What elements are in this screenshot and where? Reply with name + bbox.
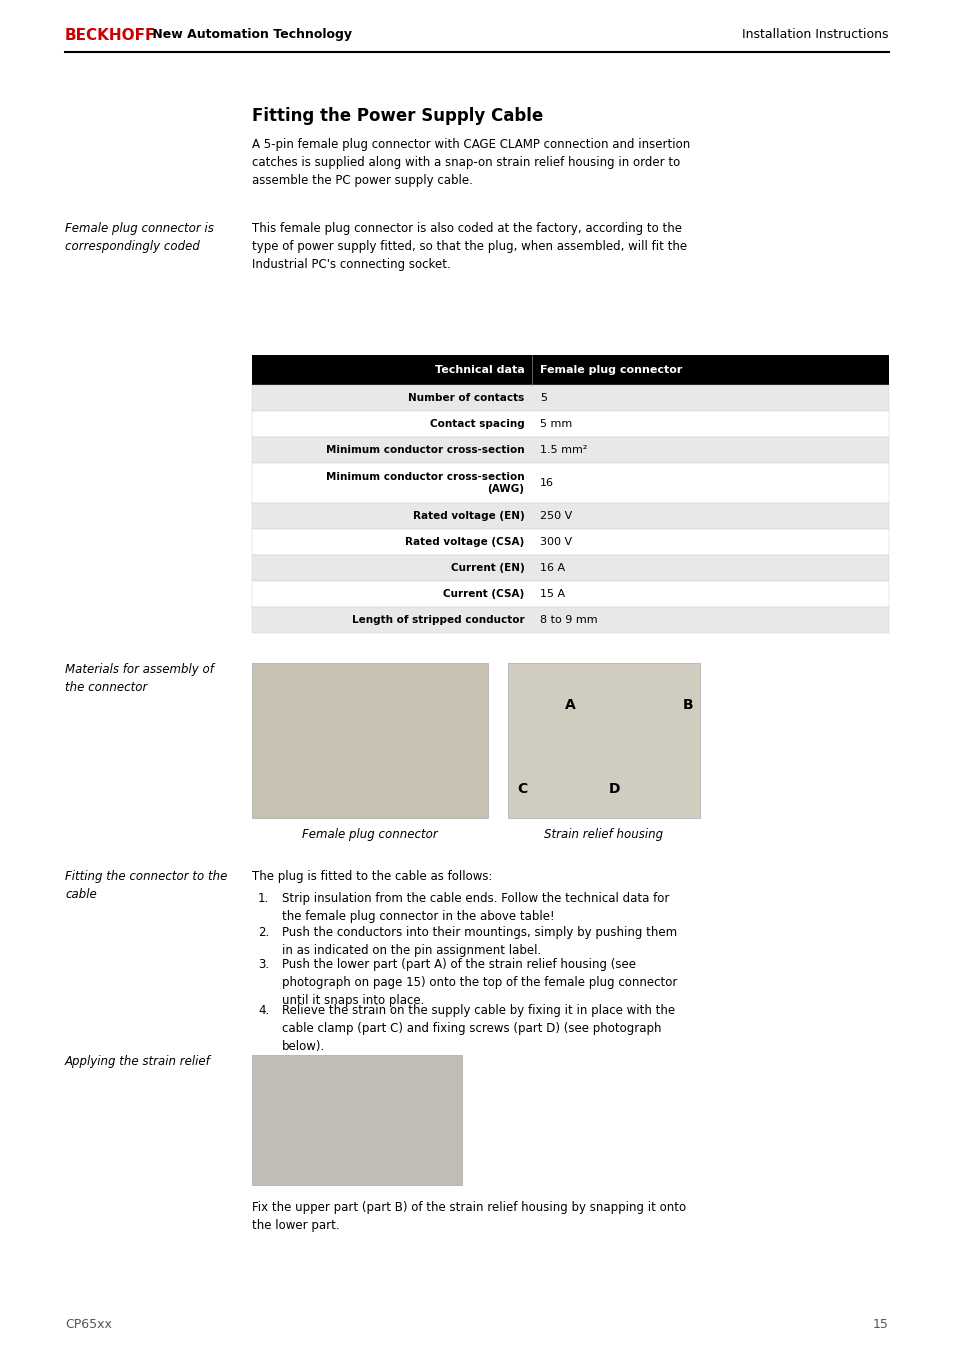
Text: 1.5 mm²: 1.5 mm² <box>539 444 587 455</box>
Text: New Automation Technology: New Automation Technology <box>148 28 352 41</box>
Bar <box>252 355 888 385</box>
Text: C: C <box>517 782 527 796</box>
Text: Applying the strain relief: Applying the strain relief <box>65 1055 211 1069</box>
Text: Push the lower part (part A) of the strain relief housing (see
photograph on pag: Push the lower part (part A) of the stra… <box>282 958 677 1006</box>
Bar <box>252 411 888 436</box>
Text: 250 V: 250 V <box>539 511 572 521</box>
Bar <box>252 385 888 411</box>
Text: Number of contacts: Number of contacts <box>408 393 524 403</box>
Text: Current (EN): Current (EN) <box>450 563 524 573</box>
Bar <box>252 607 888 634</box>
Text: Rated voltage (CSA): Rated voltage (CSA) <box>405 536 524 547</box>
Text: 15: 15 <box>872 1319 888 1331</box>
Text: A: A <box>564 698 575 712</box>
Text: The plug is fitted to the cable as follows:: The plug is fitted to the cable as follo… <box>252 870 492 884</box>
Text: Female plug connector is
correspondingly coded: Female plug connector is correspondingly… <box>65 222 213 253</box>
Text: 5 mm: 5 mm <box>539 419 572 430</box>
Text: This female plug connector is also coded at the factory, according to the
type o: This female plug connector is also coded… <box>252 222 686 272</box>
Text: A 5-pin female plug connector with CAGE CLAMP connection and insertion
catches i: A 5-pin female plug connector with CAGE … <box>252 138 690 186</box>
Text: Materials for assembly of
the connector: Materials for assembly of the connector <box>65 663 213 694</box>
Text: Strain relief housing: Strain relief housing <box>544 828 663 842</box>
Text: 3.: 3. <box>257 958 269 971</box>
Text: 4.: 4. <box>257 1004 269 1017</box>
Text: 16 A: 16 A <box>539 563 565 573</box>
Text: Installation Instructions: Installation Instructions <box>741 28 888 41</box>
Text: Push the conductors into their mountings, simply by pushing them
in as indicated: Push the conductors into their mountings… <box>282 925 677 957</box>
Text: Minimum conductor cross-section
(AWG): Minimum conductor cross-section (AWG) <box>325 471 524 494</box>
Text: CP65xx: CP65xx <box>65 1319 112 1331</box>
Text: BECKHOFF: BECKHOFF <box>65 28 156 43</box>
Text: Current (CSA): Current (CSA) <box>442 589 524 598</box>
Text: Female plug connector: Female plug connector <box>539 365 682 376</box>
Bar <box>252 555 888 581</box>
Text: Contact spacing: Contact spacing <box>429 419 524 430</box>
Text: Relieve the strain on the supply cable by fixing it in place with the
cable clam: Relieve the strain on the supply cable b… <box>282 1004 675 1052</box>
Text: 8 to 9 mm: 8 to 9 mm <box>539 615 598 626</box>
Text: Length of stripped conductor: Length of stripped conductor <box>352 615 524 626</box>
Bar <box>507 663 700 817</box>
Text: Fitting the Power Supply Cable: Fitting the Power Supply Cable <box>252 107 542 126</box>
Text: 300 V: 300 V <box>539 536 572 547</box>
Bar <box>252 436 888 463</box>
Bar <box>252 463 888 503</box>
Text: 15 A: 15 A <box>539 589 565 598</box>
Text: Female plug connector: Female plug connector <box>302 828 437 842</box>
Text: 16: 16 <box>539 478 554 488</box>
Bar <box>252 1055 461 1185</box>
Text: D: D <box>609 782 620 796</box>
Bar <box>252 581 888 607</box>
Bar <box>252 663 488 817</box>
Text: B: B <box>682 698 693 712</box>
Text: 1.: 1. <box>257 892 269 905</box>
Text: Fitting the connector to the
cable: Fitting the connector to the cable <box>65 870 227 901</box>
Text: 5: 5 <box>539 393 547 403</box>
Text: Fix the upper part (part B) of the strain relief housing by snapping it onto
the: Fix the upper part (part B) of the strai… <box>252 1201 685 1232</box>
Bar <box>252 530 888 555</box>
Text: 2.: 2. <box>257 925 269 939</box>
Text: Technical data: Technical data <box>434 365 524 376</box>
Text: Strip insulation from the cable ends. Follow the technical data for
the female p: Strip insulation from the cable ends. Fo… <box>282 892 669 923</box>
Text: Minimum conductor cross-section: Minimum conductor cross-section <box>325 444 524 455</box>
Bar <box>252 503 888 530</box>
Text: Rated voltage (EN): Rated voltage (EN) <box>412 511 524 521</box>
